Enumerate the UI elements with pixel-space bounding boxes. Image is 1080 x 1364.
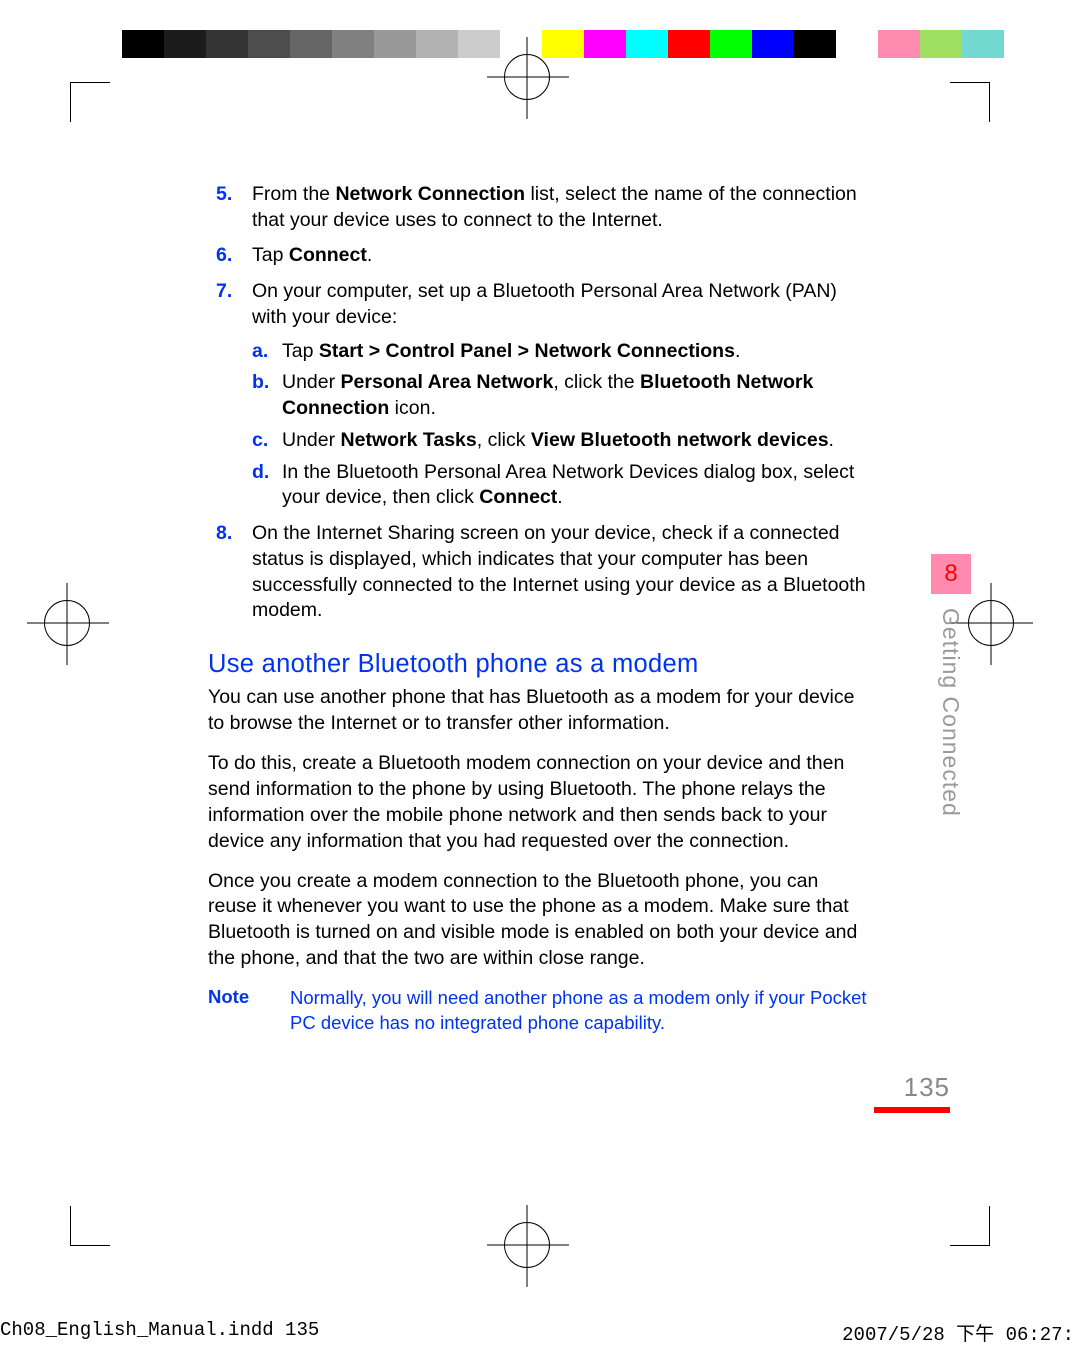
color-swatch <box>164 30 206 58</box>
color-swatch <box>332 30 374 58</box>
note-label: Note <box>208 986 290 1035</box>
color-swatch <box>668 30 710 58</box>
chapter-tab: 8 Getting Connected <box>931 554 971 848</box>
step-5: 5. From the Network Connection list, sel… <box>252 182 868 233</box>
color-swatch <box>290 30 332 58</box>
page-number: 135 <box>874 1072 950 1103</box>
registration-mark <box>504 54 550 100</box>
step-text: Tap <box>252 244 289 266</box>
color-swatch <box>374 30 416 58</box>
printer-color-bar <box>122 30 1046 58</box>
step-7: 7. On your computer, set up a Bluetooth … <box>252 279 868 511</box>
registration-mark <box>504 1222 550 1268</box>
color-swatch <box>206 30 248 58</box>
page-number-rule <box>874 1107 950 1113</box>
section-heading: Use another Bluetooth phone as a modem <box>208 650 868 679</box>
color-swatch <box>962 30 1004 58</box>
color-swatch <box>584 30 626 58</box>
step-text: On the Internet Sharing screen on your d… <box>252 522 866 621</box>
crop-mark <box>950 82 990 122</box>
chapter-number: 8 <box>931 554 971 594</box>
color-swatch <box>626 30 668 58</box>
color-swatch <box>122 30 164 58</box>
ui-term: Network Connection <box>335 183 525 205</box>
note: Note Normally, you will need another pho… <box>208 986 868 1035</box>
step-6: 6. Tap Connect. <box>252 243 868 269</box>
color-swatch <box>1004 30 1046 58</box>
ui-term: Connect <box>289 244 367 266</box>
color-swatch <box>752 30 794 58</box>
note-text: Normally, you will need another phone as… <box>290 986 868 1035</box>
page-content: 5. From the Network Connection list, sel… <box>208 182 868 1035</box>
slug-filename: Ch08_English_Manual.indd 135 <box>0 1319 319 1346</box>
color-swatch <box>794 30 836 58</box>
body-paragraph: To do this, create a Bluetooth modem con… <box>208 751 868 855</box>
color-swatch <box>458 30 500 58</box>
crop-mark <box>70 82 110 122</box>
color-swatch <box>416 30 458 58</box>
crop-mark <box>70 1206 110 1246</box>
slug-timestamp: 2007/5/28 下午 06:27: <box>842 1319 1074 1346</box>
color-swatch <box>710 30 752 58</box>
substep-c: c. Under Network Tasks, click View Bluet… <box>282 428 868 454</box>
body-paragraph: Once you create a modem connection to th… <box>208 869 868 973</box>
page-number-block: 135 <box>874 1072 950 1113</box>
body-paragraph: You can use another phone that has Bluet… <box>208 685 868 737</box>
substep-d: d. In the Bluetooth Personal Area Networ… <box>282 460 868 511</box>
step-text: . <box>367 244 372 266</box>
step-text: From the <box>252 183 335 205</box>
color-swatch <box>248 30 290 58</box>
step-text: On your computer, set up a Bluetooth Per… <box>252 280 837 328</box>
color-swatch <box>836 30 878 58</box>
color-swatch <box>920 30 962 58</box>
chapter-title: Getting Connected <box>937 608 964 848</box>
substep-b: b. Under Personal Area Network, click th… <box>282 370 868 421</box>
registration-mark <box>968 600 1014 646</box>
color-swatch <box>878 30 920 58</box>
color-swatch <box>542 30 584 58</box>
step-8: 8. On the Internet Sharing screen on you… <box>252 521 868 624</box>
indesign-slug: Ch08_English_Manual.indd 135 2007/5/28 下… <box>0 1319 1080 1346</box>
registration-mark <box>44 600 90 646</box>
crop-mark <box>950 1206 990 1246</box>
substep-a: a. Tap Start > Control Panel > Network C… <box>282 339 868 365</box>
